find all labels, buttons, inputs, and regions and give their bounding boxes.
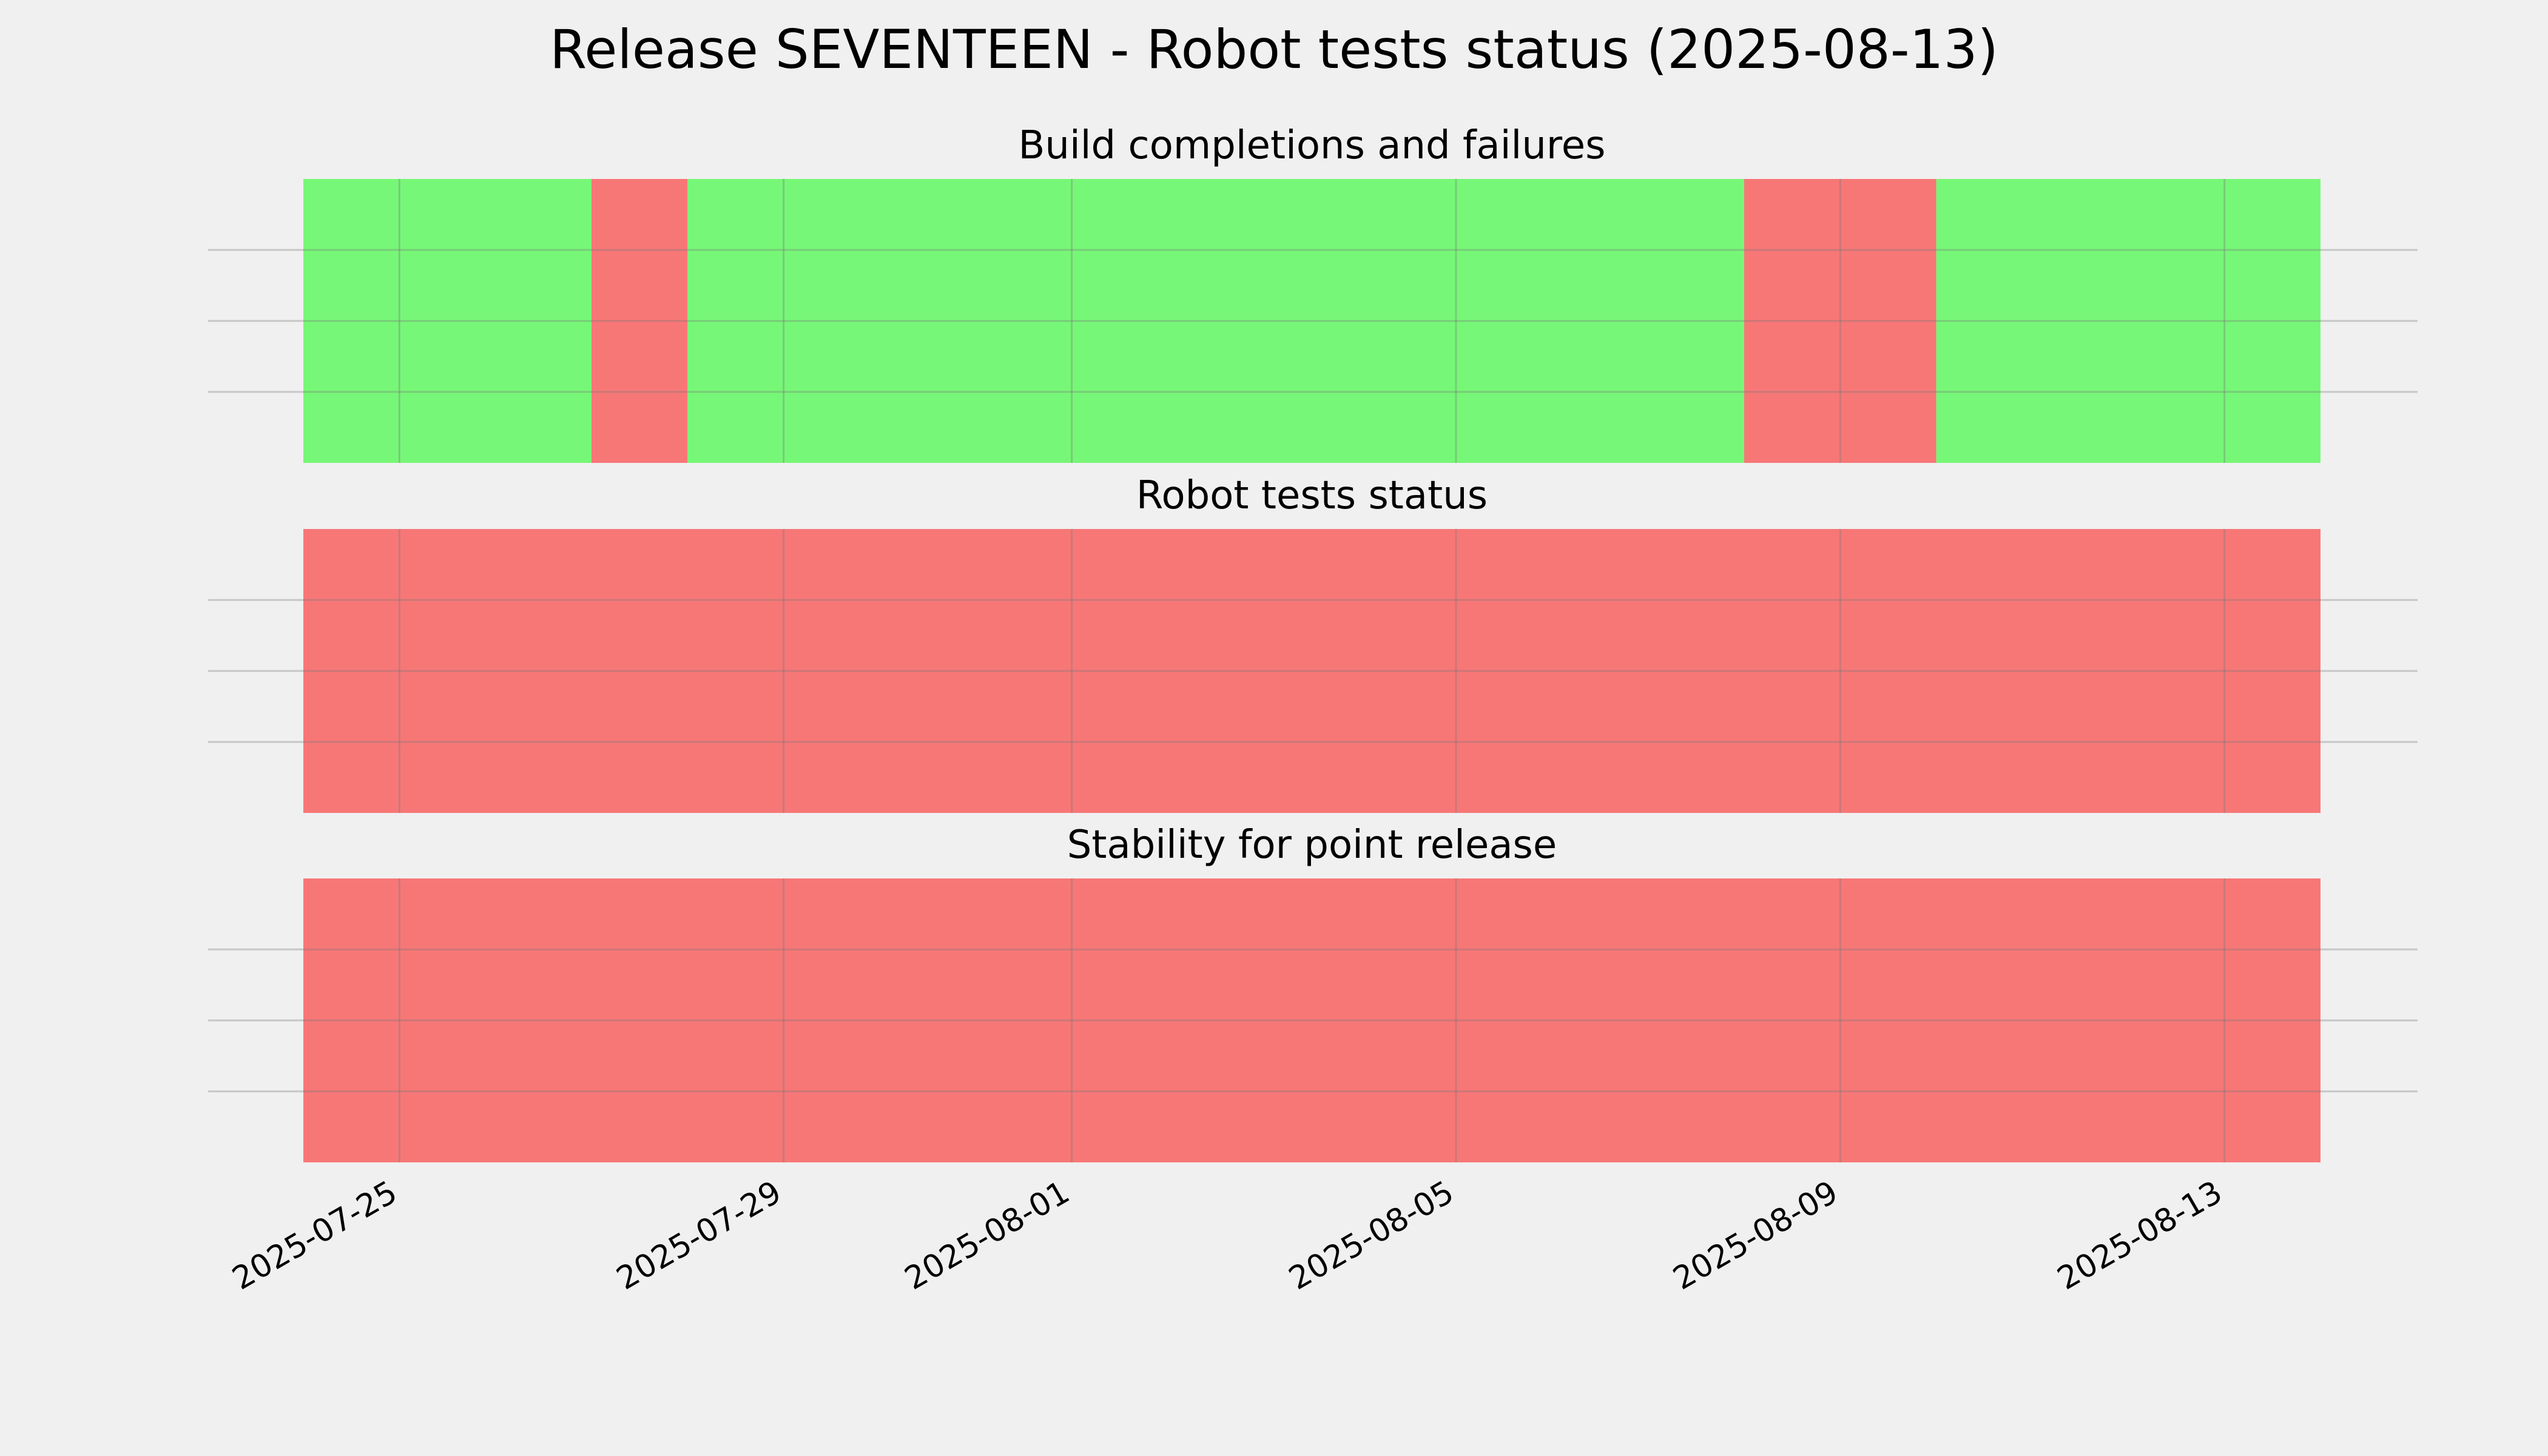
x-tick-label: 2025-07-25 [226,1174,403,1297]
x-tick-label: 2025-08-05 [1283,1174,1460,1297]
panel-title: Robot tests status [1136,473,1488,518]
status-segment-success [687,179,1744,463]
x-tick-label: 2025-08-09 [1667,1174,1844,1297]
status-segment-failure [303,878,2320,1162]
status-segment-failure [592,179,688,463]
x-tick-label: 2025-08-01 [898,1174,1076,1297]
chart-title: Release SEVENTEEN - Robot tests status (… [550,18,1998,81]
x-tick-label: 2025-07-29 [610,1174,787,1297]
status-segment-failure [1744,179,1936,463]
x-tick-label: 2025-08-13 [2051,1174,2228,1297]
panel-title: Stability for point release [1067,823,1557,868]
status-segment-failure [303,529,2320,813]
status-segment-success [303,179,592,463]
panel-title: Build completions and failures [1019,123,1606,168]
status-segment-success [1936,179,2320,463]
